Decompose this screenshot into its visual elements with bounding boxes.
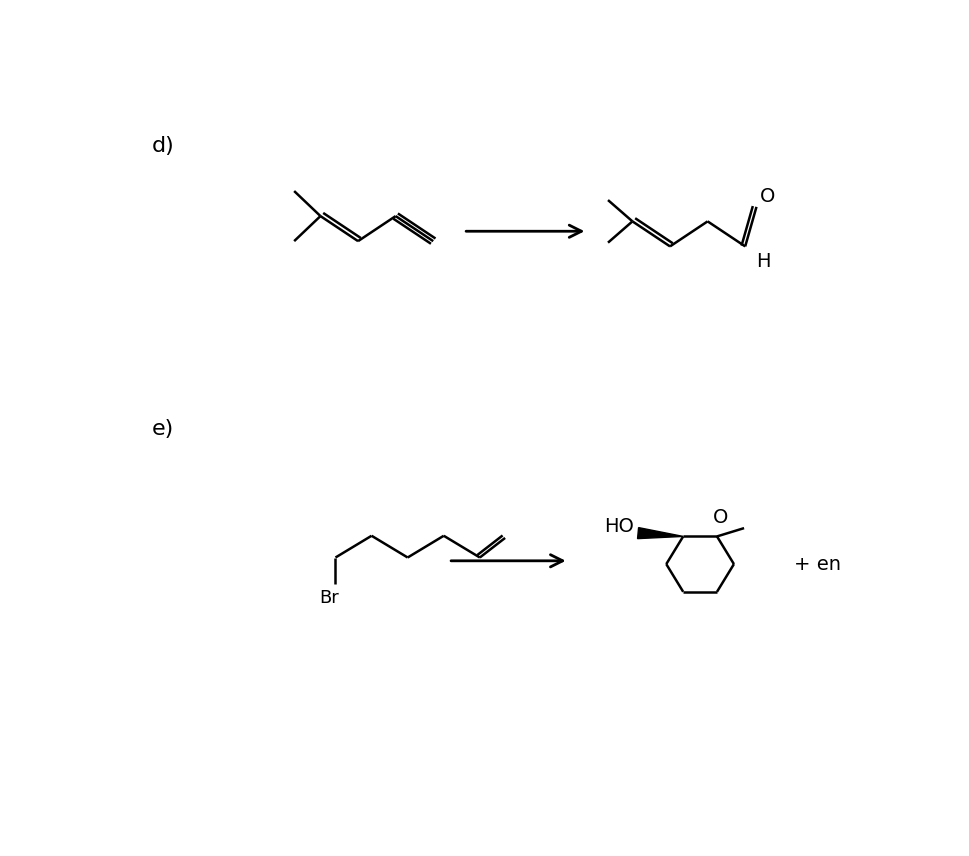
Text: H: H [756,252,770,270]
Text: e): e) [151,419,173,439]
Text: d): d) [151,136,173,156]
Polygon shape [637,527,682,538]
Text: HO: HO [604,517,634,536]
Text: Br: Br [319,589,339,607]
Text: O: O [760,187,775,205]
Text: + en: + en [794,555,840,574]
Text: O: O [712,508,728,526]
